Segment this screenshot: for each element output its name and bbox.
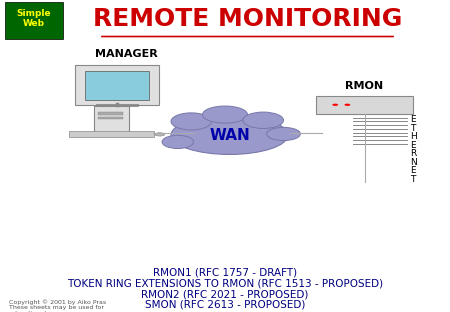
Text: SMON (RFC 2613 - PROPOSED): SMON (RFC 2613 - PROPOSED) [145, 300, 305, 310]
Ellipse shape [266, 127, 301, 140]
Ellipse shape [202, 106, 248, 123]
Ellipse shape [332, 104, 338, 106]
Text: RMON: RMON [346, 81, 383, 91]
Text: REMOTE MONITORING: REMOTE MONITORING [93, 7, 402, 32]
FancyBboxPatch shape [316, 96, 413, 114]
Text: E: E [410, 166, 416, 175]
Ellipse shape [243, 112, 284, 129]
Text: E: E [410, 115, 416, 124]
Ellipse shape [171, 116, 288, 154]
Text: WAN: WAN [209, 128, 250, 143]
FancyBboxPatch shape [98, 112, 123, 115]
Text: TOKEN RING EXTENSIONS TO RMON (RFC 1513 - PROPOSED): TOKEN RING EXTENSIONS TO RMON (RFC 1513 … [67, 278, 383, 288]
FancyBboxPatch shape [94, 106, 129, 132]
Text: educational purposes: educational purposes [9, 311, 77, 312]
Text: T: T [410, 124, 416, 133]
Text: RMON2 (RFC 2021 - PROPOSED): RMON2 (RFC 2021 - PROPOSED) [141, 289, 309, 299]
Ellipse shape [345, 104, 350, 106]
Text: T: T [410, 175, 416, 184]
Ellipse shape [155, 133, 165, 136]
FancyBboxPatch shape [85, 71, 149, 100]
FancyBboxPatch shape [98, 117, 123, 119]
FancyBboxPatch shape [4, 2, 63, 38]
Text: Simple
Web: Simple Web [17, 8, 51, 28]
Ellipse shape [162, 135, 194, 149]
Text: H: H [410, 132, 417, 141]
Text: MANAGER: MANAGER [94, 49, 158, 59]
FancyBboxPatch shape [75, 65, 159, 105]
Text: These sheets may be used for: These sheets may be used for [9, 305, 104, 310]
FancyBboxPatch shape [69, 131, 154, 137]
Ellipse shape [171, 113, 212, 130]
Text: R: R [410, 149, 417, 158]
Text: E: E [410, 141, 416, 150]
Text: Copyright © 2001 by Aiko Pras: Copyright © 2001 by Aiko Pras [9, 299, 106, 305]
Text: N: N [410, 158, 417, 167]
Text: RMON1 (RFC 1757 - DRAFT): RMON1 (RFC 1757 - DRAFT) [153, 268, 297, 278]
